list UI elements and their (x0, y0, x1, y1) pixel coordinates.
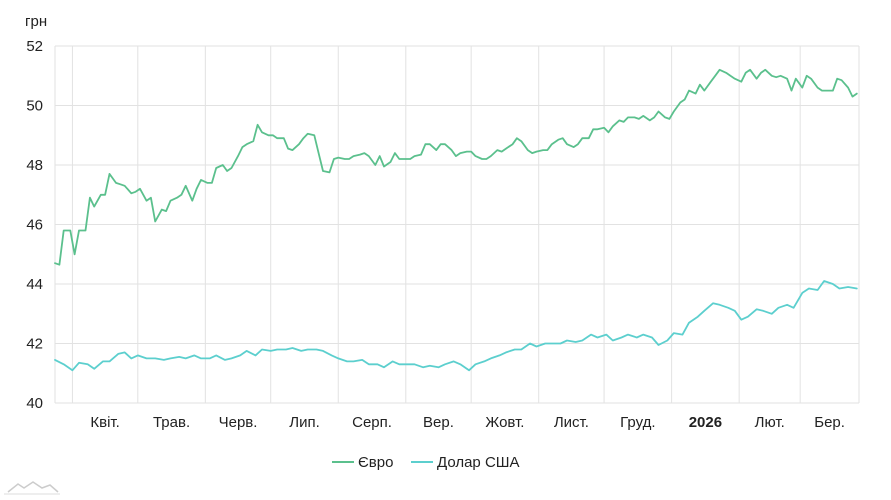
y-tick-label: 40 (26, 395, 43, 412)
y-tick-label: 44 (26, 276, 43, 293)
x-tick-label: Трав. (153, 414, 190, 431)
x-tick-label: Серп. (352, 414, 392, 431)
x-tick-label: Квіт. (90, 414, 119, 431)
legend-label: Долар США (437, 454, 520, 471)
x-tick-label: Лют. (755, 414, 785, 431)
legend: Євро Долар США (332, 454, 520, 471)
series-line (54, 68, 858, 266)
x-tick-label: Лист. (554, 414, 589, 431)
y-tick-label: 42 (26, 336, 43, 353)
y-axis-unit-label: грн (25, 13, 47, 30)
x-tick-label: Жовт. (485, 414, 524, 431)
watermark-logo-icon (4, 481, 60, 495)
x-axis-ticks: Квіт. Трав. Черв. Лип. Серп. Вер. Жовт. Лист. Гр… (90, 414, 845, 431)
y-tick-label: 46 (26, 217, 43, 234)
legend-label: Євро (358, 454, 393, 471)
x-tick-label: Груд. (620, 414, 655, 431)
y-gridlines (55, 45, 859, 404)
series-line (54, 280, 858, 372)
y-tick-label: 48 (26, 157, 43, 174)
x-tick-label: Черв. (219, 414, 258, 431)
series-lines (54, 68, 858, 372)
y-tick-label: 50 (26, 98, 43, 115)
x-tick-label: Лип. (289, 414, 320, 431)
x-tick-label: 2026 (689, 414, 722, 431)
y-tick-label: 52 (26, 38, 43, 55)
x-gridlines (54, 46, 860, 403)
x-tick-label: Вер. (423, 414, 454, 431)
y-axis-ticks: 40 42 44 46 48 50 52 (26, 38, 43, 412)
x-tick-label: Бер. (814, 414, 845, 431)
